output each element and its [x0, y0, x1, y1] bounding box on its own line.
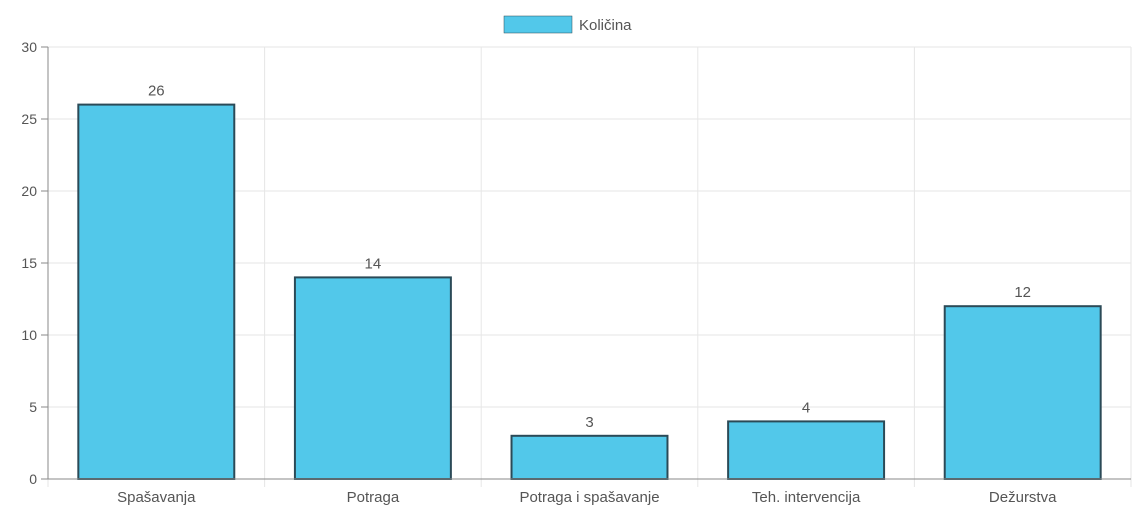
labels: 0 5 10 15 20 25 30 26 Spašavanja 14 Potraga 3 Potrag… — [21, 39, 1057, 506]
x-tick-label: Spašavanja — [117, 489, 196, 506]
bar-value-label: 14 — [365, 255, 382, 272]
y-tick-label: 30 — [21, 39, 37, 55]
legend-label: Količina — [579, 17, 632, 34]
x-tick-label: Potraga i spašavanje — [519, 489, 659, 506]
y-tick-label: 10 — [21, 327, 37, 343]
x-tick-label: Dežurstva — [989, 489, 1057, 506]
y-tick-label: 25 — [21, 111, 37, 127]
bar-value-label: 3 — [585, 414, 593, 431]
legend-swatch — [503, 15, 573, 34]
y-tick-label: 5 — [29, 399, 37, 415]
y-tick-label: 20 — [21, 183, 37, 199]
bars — [77, 103, 1102, 481]
x-tick-label: Potraga — [347, 489, 400, 506]
bar — [77, 103, 236, 480]
bar — [510, 434, 669, 480]
y-tick-label: 15 — [21, 255, 37, 271]
y-tick-label: 0 — [29, 471, 37, 487]
bar — [293, 276, 452, 480]
legend[interactable]: Količina — [503, 15, 632, 34]
bar — [943, 305, 1102, 481]
bar — [727, 420, 886, 480]
bar-value-label: 12 — [1014, 284, 1031, 301]
bar-value-label: 26 — [148, 83, 165, 100]
axes — [41, 46, 1131, 480]
x-tick-label: Teh. intervencija — [752, 489, 861, 506]
bar-value-label: 4 — [802, 399, 810, 416]
